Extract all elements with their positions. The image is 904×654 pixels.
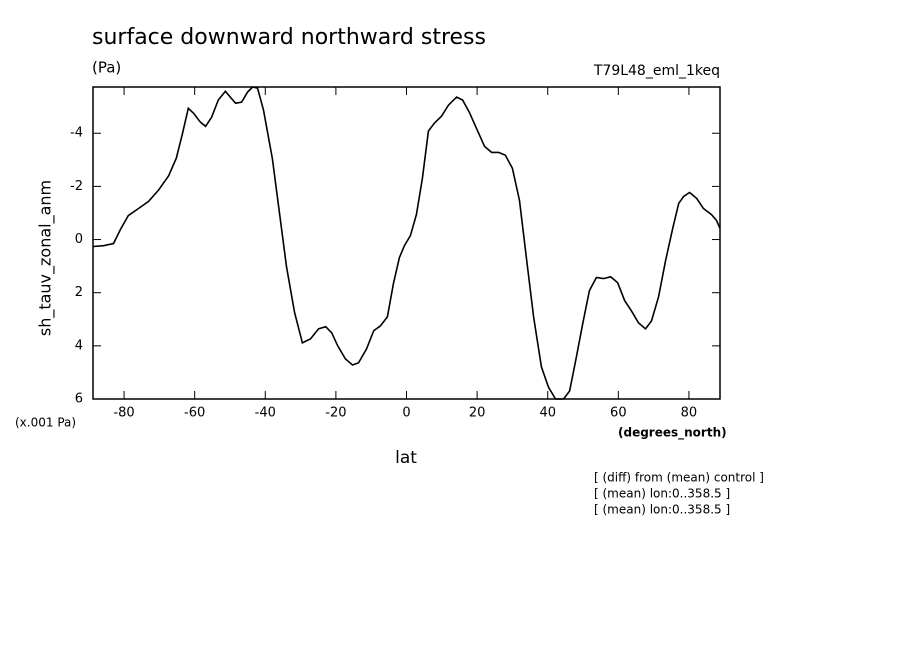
run-label: T79L48_eml_1keq <box>593 63 720 79</box>
y-tick-label: -4 <box>70 126 83 141</box>
x-tick-label: -60 <box>184 406 205 421</box>
x-axis-label: lat <box>395 448 417 468</box>
chart-title: surface downward northward stress <box>92 25 486 50</box>
y-tick-label: 0 <box>75 232 83 247</box>
y-tick-label: 4 <box>75 338 83 353</box>
note: [ (mean) lon:0..358.5 ] <box>594 487 730 501</box>
x-tick-label: -40 <box>255 406 276 421</box>
y-tick-label: 2 <box>75 285 83 300</box>
note: [ (diff) from (mean) control ] <box>594 471 764 485</box>
x-tick-label: 20 <box>469 406 486 421</box>
y-axis-label: sh_tauv_zonal_anm <box>36 180 56 336</box>
y-tick-label: 6 <box>75 392 83 407</box>
x-tick-label: 40 <box>539 406 556 421</box>
y-tick-label: -2 <box>70 179 83 194</box>
x-tick-label: 60 <box>610 406 627 421</box>
x-tick-label: -20 <box>325 406 346 421</box>
data-line <box>93 86 721 400</box>
x-tick-label: 0 <box>402 406 410 421</box>
x-units-label: (degrees_north) <box>618 426 727 441</box>
note: [ (mean) lon:0..358.5 ] <box>594 503 730 517</box>
x-tick-label: -80 <box>113 406 134 421</box>
units-label: (Pa) <box>92 59 121 77</box>
x-tick-label: 80 <box>681 406 698 421</box>
y-scale-label: (x.001 Pa) <box>15 416 76 430</box>
